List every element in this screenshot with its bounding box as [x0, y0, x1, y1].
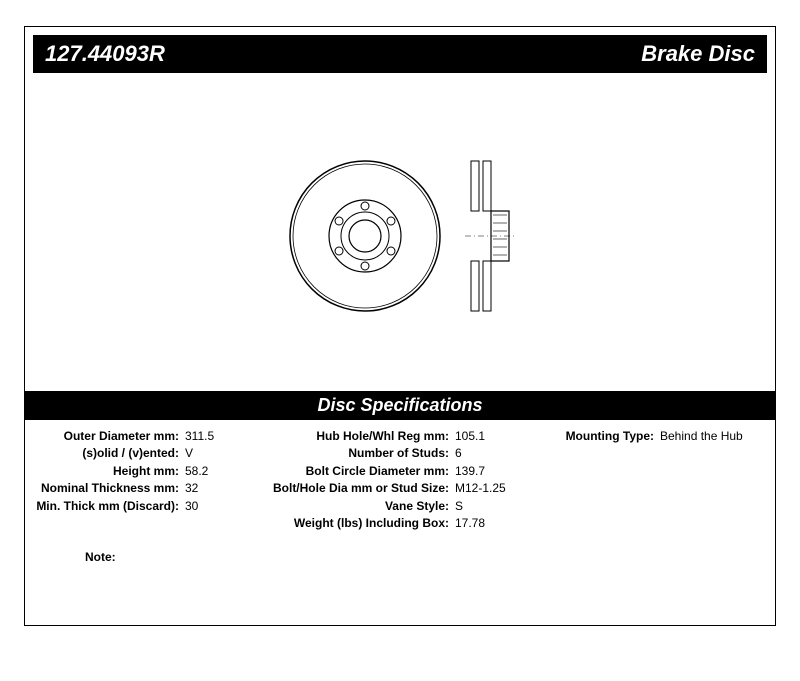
- spec-label: Vane Style:: [255, 498, 455, 515]
- spec-column-2: Hub Hole/Whl Reg mm:105.1Number of Studs…: [255, 428, 555, 532]
- spec-value: V: [185, 445, 193, 462]
- spec-label: (s)olid / (v)ented:: [35, 445, 185, 462]
- spec-value: 58.2: [185, 463, 208, 480]
- spec-value: Behind the Hub: [660, 428, 743, 445]
- spec-row: Mounting Type:Behind the Hub: [555, 428, 755, 445]
- brake-disc-front-view-icon: [285, 156, 445, 316]
- spec-row: Bolt Circle Diameter mm:139.7: [255, 463, 555, 480]
- spec-row: Weight (lbs) Including Box:17.78: [255, 515, 555, 532]
- spec-section-title: Disc Specifications: [25, 391, 775, 420]
- spec-row: Nominal Thickness mm:32: [35, 480, 255, 497]
- header-bar: 127.44093R Brake Disc: [33, 35, 767, 73]
- spec-value: 311.5: [185, 428, 214, 445]
- spec-sheet-page: 127.44093R Brake Disc Disc Specification…: [24, 26, 776, 626]
- spec-label: Outer Diameter mm:: [35, 428, 185, 445]
- note-label: Note:: [25, 532, 775, 564]
- spec-label: Hub Hole/Whl Reg mm:: [255, 428, 455, 445]
- spec-label: Height mm:: [35, 463, 185, 480]
- spec-value: 17.78: [455, 515, 485, 532]
- spec-row: Min. Thick mm (Discard):30: [35, 498, 255, 515]
- spec-value: S: [455, 498, 463, 515]
- spec-value: 32: [185, 480, 198, 497]
- spec-row: Vane Style:S: [255, 498, 555, 515]
- spec-table: Outer Diameter mm:311.5(s)olid / (v)ente…: [25, 428, 775, 532]
- diagram-area: [25, 81, 775, 391]
- spec-label: Bolt Circle Diameter mm:: [255, 463, 455, 480]
- spec-row: Number of Studs:6: [255, 445, 555, 462]
- spec-row: Bolt/Hole Dia mm or Stud Size:M12-1.25: [255, 480, 555, 497]
- spec-row: Hub Hole/Whl Reg mm:105.1: [255, 428, 555, 445]
- spec-value: 105.1: [455, 428, 485, 445]
- spec-label: Mounting Type:: [555, 428, 660, 445]
- spec-value: M12-1.25: [455, 480, 506, 497]
- spec-value: 6: [455, 445, 462, 462]
- spec-label: Number of Studs:: [255, 445, 455, 462]
- spec-value: 139.7: [455, 463, 485, 480]
- brake-disc-side-view-icon: [465, 156, 515, 316]
- spec-label: Bolt/Hole Dia mm or Stud Size:: [255, 480, 455, 497]
- spec-value: 30: [185, 498, 198, 515]
- product-type: Brake Disc: [641, 41, 755, 67]
- spec-row: Outer Diameter mm:311.5: [35, 428, 255, 445]
- spec-label: Min. Thick mm (Discard):: [35, 498, 185, 515]
- spec-column-3: Mounting Type:Behind the Hub: [555, 428, 755, 532]
- spec-row: Height mm:58.2: [35, 463, 255, 480]
- part-number: 127.44093R: [45, 41, 165, 67]
- spec-row: (s)olid / (v)ented:V: [35, 445, 255, 462]
- spec-label: Nominal Thickness mm:: [35, 480, 185, 497]
- spec-column-1: Outer Diameter mm:311.5(s)olid / (v)ente…: [35, 428, 255, 532]
- spec-label: Weight (lbs) Including Box:: [255, 515, 455, 532]
